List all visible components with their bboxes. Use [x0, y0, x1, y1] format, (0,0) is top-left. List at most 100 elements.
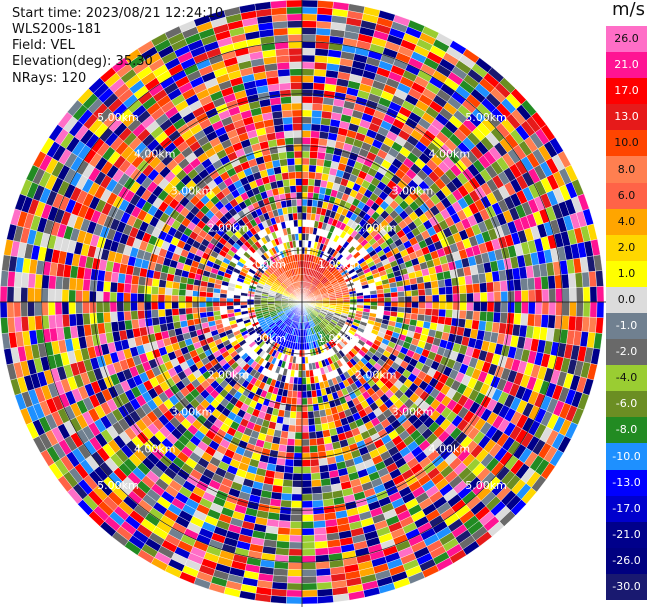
- radar-gate: [278, 520, 291, 529]
- radar-gate: [548, 301, 557, 316]
- radar-gate: [306, 390, 313, 399]
- radar-gate: [282, 479, 293, 488]
- radar-gate: [451, 309, 460, 319]
- radar-gate: [521, 301, 529, 315]
- radar-gate: [308, 164, 317, 173]
- radar-gate: [306, 383, 312, 392]
- radar-gate: [411, 295, 419, 303]
- radar-gate: [377, 301, 385, 307]
- radar-gate: [492, 281, 501, 293]
- radar-gate: [568, 315, 577, 331]
- radar-gate: [75, 301, 83, 315]
- radar-gate: [317, 450, 327, 460]
- radar-gate: [253, 301, 262, 305]
- radar-gate: [290, 507, 303, 515]
- radar-gate: [308, 171, 316, 180]
- radar-gate: [492, 311, 501, 323]
- radar-gate: [158, 279, 167, 288]
- radar-gate: [438, 294, 447, 303]
- radar-gate: [55, 275, 64, 290]
- radar-gate: [34, 287, 42, 303]
- radar-gate: [390, 306, 399, 313]
- radar-gate: [301, 68, 315, 76]
- radar-gate: [34, 315, 43, 331]
- radar-gate: [0, 270, 9, 287]
- radar-gate: [185, 307, 193, 315]
- radar-gate: [288, 424, 296, 433]
- radar-gate: [301, 171, 310, 179]
- radar-gate: [233, 305, 241, 310]
- radar-gate: [131, 274, 140, 285]
- radar-gate: [493, 301, 502, 313]
- radar-gate: [430, 315, 439, 324]
- radar-gate: [314, 540, 329, 549]
- radar-gate: [312, 506, 325, 515]
- radar-gate: [34, 301, 42, 317]
- radar-gate: [301, 13, 318, 22]
- radar-gate: [457, 318, 467, 328]
- radar-gate: [450, 277, 460, 287]
- radar-gate: [281, 492, 293, 501]
- radar-gate: [68, 313, 77, 327]
- radar-gate: [444, 316, 453, 326]
- radar-gate: [75, 289, 83, 303]
- radar-gate: [301, 27, 317, 35]
- radar-gate: [464, 319, 473, 330]
- radar-gate: [317, 595, 334, 604]
- radar-gate: [311, 103, 323, 112]
- radar-gate: [450, 317, 460, 327]
- radar-gate: [301, 116, 312, 124]
- radar-gate: [301, 363, 306, 371]
- radar-gate: [423, 281, 432, 290]
- radar-gate: [316, 20, 332, 30]
- radar-gate: [499, 312, 508, 324]
- radar-gate: [438, 301, 447, 310]
- radar-gate: [95, 301, 104, 313]
- radar-gate: [61, 314, 71, 328]
- radar-gate: [301, 562, 317, 570]
- radar-gate: [521, 289, 529, 303]
- radar-gate: [130, 310, 139, 321]
- radar-gate: [124, 273, 133, 285]
- radar-gate: [137, 318, 147, 328]
- radar-gate: [301, 370, 307, 378]
- radar-gate: [569, 287, 577, 303]
- radar-gate: [178, 301, 186, 309]
- radar-gate: [295, 411, 303, 419]
- radar-gate: [458, 310, 467, 320]
- radar-gate: [383, 292, 392, 298]
- radar-gate: [528, 301, 536, 315]
- radar-gate: [131, 319, 140, 330]
- radar-gate: [297, 384, 303, 392]
- radar-gate: [301, 240, 306, 248]
- radar-gate: [198, 306, 207, 313]
- radar-gate: [287, 431, 296, 440]
- radar-gate: [301, 143, 311, 152]
- radar-gate: [312, 89, 325, 98]
- radar-gate: [314, 55, 329, 64]
- radar-gate: [68, 277, 77, 291]
- radar-gate: [316, 13, 333, 23]
- radar-gate: [370, 301, 378, 307]
- radar-gate: [534, 289, 543, 303]
- radar-gate: [171, 308, 180, 316]
- radar-gate: [301, 418, 309, 426]
- radar-gate: [137, 284, 146, 294]
- radar-gate: [277, 450, 287, 460]
- radar-gate: [286, 445, 295, 453]
- radar-gate: [20, 287, 29, 303]
- radar-gate: [275, 540, 290, 549]
- radar-gate: [289, 528, 303, 536]
- radar-gate: [205, 296, 214, 303]
- radar-gate: [0, 301, 8, 318]
- radar-gate: [47, 301, 56, 316]
- radar-gate: [301, 137, 311, 145]
- radar-gate: [301, 575, 317, 584]
- radar-gate: [396, 285, 405, 293]
- radar-gate: [165, 315, 174, 324]
- radar-gate: [437, 316, 446, 325]
- radar-gate: [291, 486, 303, 495]
- radar-gate: [213, 310, 221, 317]
- radar-gate: [317, 144, 327, 154]
- radar-gate: [286, 596, 303, 605]
